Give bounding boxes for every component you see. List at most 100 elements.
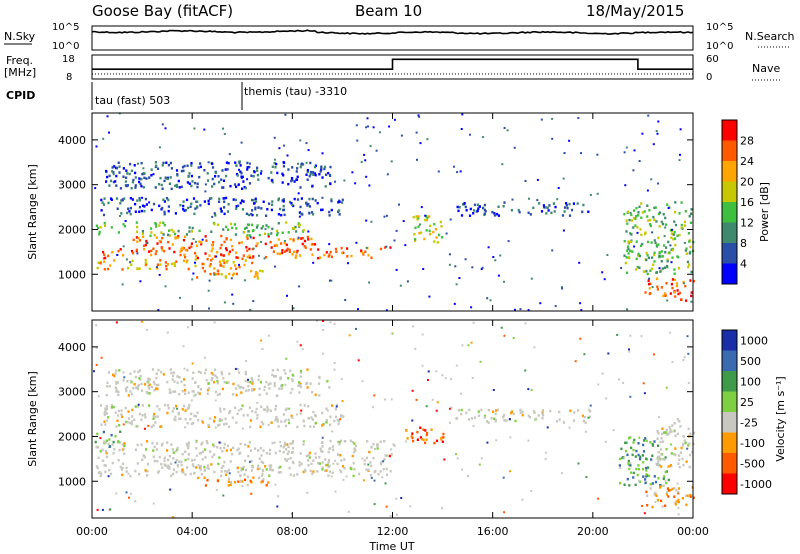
data-cell bbox=[105, 169, 108, 173]
data-cell bbox=[648, 209, 651, 212]
data-cell bbox=[357, 308, 359, 311]
data-cell bbox=[637, 464, 640, 467]
data-cell bbox=[276, 171, 279, 175]
data-cell bbox=[461, 344, 464, 347]
data-cell bbox=[542, 204, 545, 207]
data-cell bbox=[287, 376, 290, 380]
data-cell bbox=[118, 165, 121, 168]
data-cell bbox=[140, 418, 143, 422]
data-cell bbox=[130, 187, 133, 190]
data-cell bbox=[692, 496, 695, 499]
data-cell bbox=[310, 462, 313, 466]
data-cell bbox=[222, 259, 225, 262]
data-cell bbox=[282, 204, 285, 208]
data-cell bbox=[279, 207, 282, 211]
data-cell bbox=[321, 461, 324, 464]
data-cell bbox=[442, 432, 445, 436]
data-cell bbox=[214, 374, 217, 378]
data-cell bbox=[137, 383, 140, 387]
data-cell bbox=[540, 210, 544, 213]
data-cell bbox=[666, 203, 669, 206]
data-cell bbox=[383, 398, 386, 401]
data-cell bbox=[100, 423, 103, 426]
data-cell bbox=[682, 463, 685, 467]
data-cell bbox=[121, 415, 124, 418]
data-cell bbox=[140, 161, 143, 165]
data-cell bbox=[285, 407, 288, 410]
data-cell bbox=[175, 169, 179, 172]
data-cell bbox=[244, 478, 247, 481]
data-cell bbox=[143, 454, 146, 458]
data-cell bbox=[317, 461, 320, 465]
data-cell bbox=[236, 449, 239, 452]
data-cell bbox=[271, 369, 274, 372]
data-cell bbox=[248, 165, 251, 169]
data-cell bbox=[260, 405, 263, 408]
data-cell bbox=[173, 262, 176, 265]
data-cell bbox=[123, 442, 126, 445]
data-cell bbox=[235, 205, 238, 208]
data-cell bbox=[681, 457, 684, 461]
data-cell bbox=[163, 179, 166, 183]
data-cell bbox=[647, 219, 650, 222]
data-cell bbox=[299, 344, 302, 347]
data-cell bbox=[636, 265, 639, 269]
data-cell bbox=[646, 240, 650, 244]
data-cell bbox=[460, 128, 463, 130]
data-cell bbox=[97, 395, 100, 398]
data-cell bbox=[681, 497, 684, 500]
data-cell bbox=[271, 203, 274, 206]
data-cell bbox=[255, 226, 259, 229]
data-cell bbox=[352, 462, 355, 465]
data-cell bbox=[342, 415, 345, 418]
data-cell bbox=[301, 348, 304, 351]
data-cell bbox=[585, 476, 588, 479]
data-cell bbox=[663, 431, 666, 434]
data-cell bbox=[656, 243, 659, 247]
data-cell bbox=[653, 475, 656, 478]
data-cell bbox=[184, 409, 187, 412]
data-cell bbox=[129, 162, 132, 166]
data-cell bbox=[645, 473, 648, 476]
data-cell bbox=[207, 423, 210, 427]
data-cell bbox=[574, 360, 577, 363]
data-cell bbox=[644, 232, 647, 236]
data-cell bbox=[577, 462, 580, 465]
data-cell bbox=[460, 408, 463, 412]
data-cell bbox=[251, 256, 254, 260]
data-cell bbox=[143, 383, 147, 386]
ytick-label: 4000 bbox=[58, 134, 86, 147]
data-cell bbox=[150, 253, 153, 257]
data-cell bbox=[303, 404, 306, 407]
data-cell bbox=[418, 231, 421, 235]
data-cell bbox=[279, 465, 282, 469]
data-cell bbox=[161, 206, 164, 210]
data-cell bbox=[258, 467, 261, 470]
data-cell bbox=[210, 243, 214, 247]
data-cell bbox=[122, 254, 125, 257]
nave-label: Nave bbox=[752, 62, 780, 75]
data-cell bbox=[634, 217, 637, 220]
data-cell bbox=[234, 367, 237, 370]
data-cell bbox=[276, 505, 279, 508]
data-cell bbox=[133, 164, 136, 167]
data-cell bbox=[104, 410, 107, 413]
data-cell bbox=[297, 162, 299, 165]
data-cell bbox=[214, 175, 217, 178]
data-cell bbox=[153, 233, 156, 237]
data-cell bbox=[296, 425, 299, 429]
data-cell bbox=[483, 212, 486, 216]
data-cell bbox=[331, 445, 335, 448]
data-cell bbox=[115, 166, 119, 170]
data-cell bbox=[156, 267, 159, 270]
data-cell bbox=[365, 246, 368, 249]
data-cell bbox=[490, 416, 493, 420]
data-cell bbox=[632, 448, 635, 452]
data-cell bbox=[96, 432, 99, 436]
data-cell bbox=[270, 171, 273, 174]
data-cell bbox=[662, 213, 665, 216]
data-cell bbox=[670, 261, 673, 264]
data-cell bbox=[204, 356, 206, 359]
data-cell bbox=[309, 170, 312, 174]
data-cell bbox=[409, 505, 412, 508]
